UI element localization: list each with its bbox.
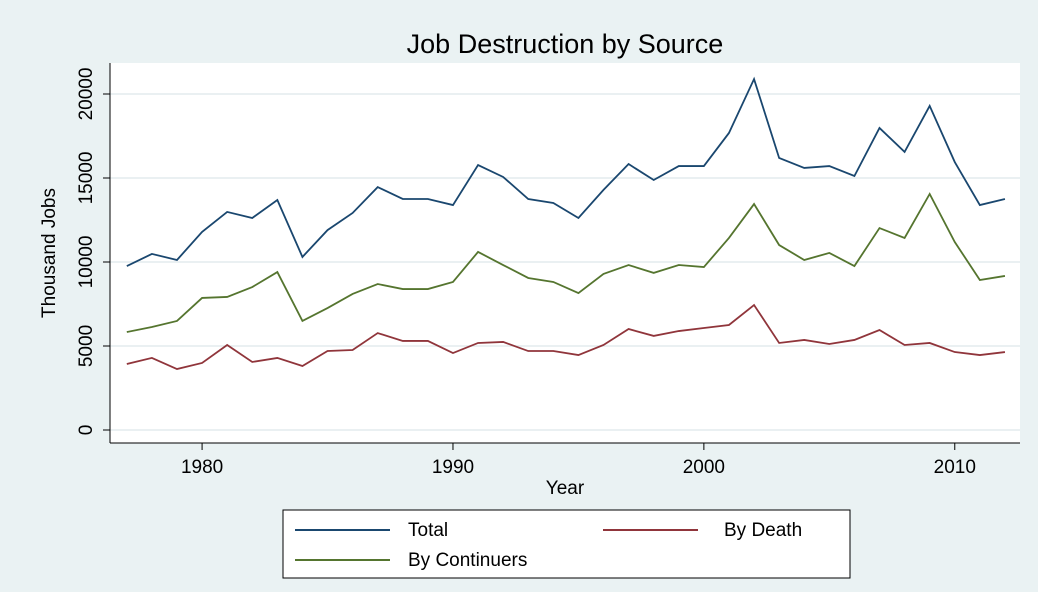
legend-label: Total [408,520,448,541]
series-line [126,192,1006,333]
y-tick-label: 0 [76,425,97,436]
y-axis-label: Thousand Jobs [39,188,60,318]
plot-area [110,63,1020,443]
chart-title: Job Destruction by Source [407,29,724,59]
legend-label: By Death [724,520,802,541]
y-tick-label: 15000 [76,152,97,205]
legend-label: By Continuers [408,550,527,571]
y-tick-label: 10000 [76,236,97,289]
series-line [126,303,1006,370]
x-tick-label: 1980 [181,457,223,478]
y-tick-label: 20000 [76,68,97,121]
x-tick-label: 1990 [432,457,474,478]
x-axis-label: Year [546,478,585,499]
series-line [126,76,1006,267]
x-tick-label: 2010 [934,457,976,478]
legend [282,509,851,579]
y-tick-label: 5000 [76,325,97,367]
x-tick-label: 2000 [683,457,725,478]
